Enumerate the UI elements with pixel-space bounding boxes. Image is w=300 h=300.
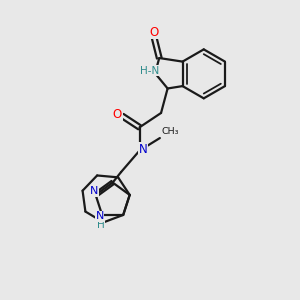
Text: N: N (139, 143, 148, 156)
Text: N: N (90, 186, 99, 196)
Text: O: O (149, 26, 158, 39)
Text: H: H (97, 220, 105, 230)
Text: H-N: H-N (140, 66, 159, 76)
Text: N: N (96, 212, 104, 221)
Text: O: O (113, 108, 122, 121)
Text: CH₃: CH₃ (162, 127, 179, 136)
